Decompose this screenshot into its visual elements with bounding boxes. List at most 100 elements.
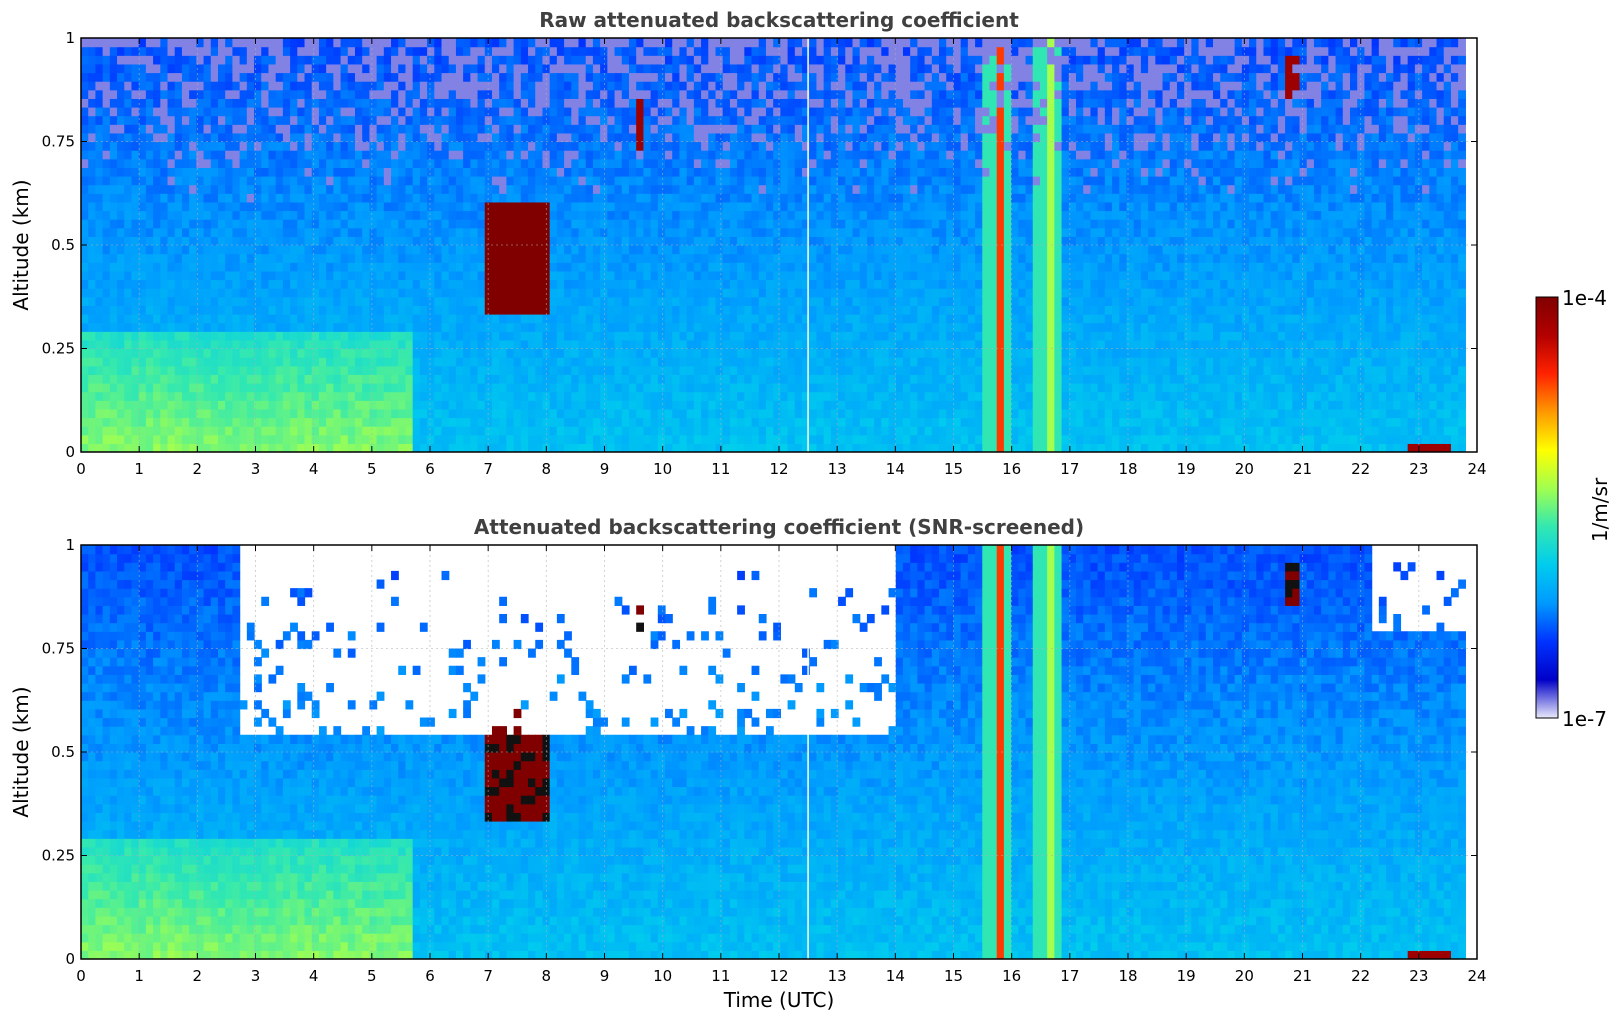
heatmap-cell — [181, 201, 190, 212]
heatmap-cell — [326, 245, 334, 255]
heatmap-cell — [340, 426, 349, 436]
heatmap-cell — [95, 219, 104, 229]
heatmap-cell — [354, 184, 363, 194]
heatmap-cell — [636, 38, 644, 48]
heatmap-cell — [210, 426, 219, 436]
heatmap-cell — [773, 72, 781, 82]
heatmap-cell — [153, 132, 161, 143]
heatmap-cell — [117, 184, 125, 194]
heatmap-cell — [809, 357, 818, 367]
heatmap-cell — [383, 305, 392, 315]
heatmap-cell — [463, 81, 471, 91]
heatmap-cell — [693, 253, 702, 263]
heatmap-cell — [398, 296, 407, 306]
heatmap-cell — [448, 193, 457, 203]
heatmap-cell — [448, 383, 457, 393]
heatmap-cell — [657, 167, 666, 177]
heatmap-cell — [744, 81, 753, 91]
heatmap-cell — [405, 348, 414, 358]
heatmap-cell — [88, 63, 97, 74]
heatmap-cell — [311, 391, 320, 401]
heatmap-cell — [145, 107, 154, 117]
heatmap-cell — [571, 219, 580, 229]
heatmap-cell — [354, 227, 363, 237]
heatmap-cell — [318, 331, 327, 341]
heatmap-cell — [773, 236, 781, 246]
heatmap-cell — [232, 219, 241, 229]
heatmap-cell — [758, 417, 767, 427]
heatmap-cell — [81, 201, 89, 212]
heatmap-cell — [254, 296, 262, 306]
heatmap-cell — [484, 288, 493, 298]
heatmap-cell — [744, 132, 753, 143]
heatmap-cell — [765, 236, 774, 246]
heatmap-cell — [138, 193, 147, 203]
heatmap-cell — [138, 176, 147, 186]
heatmap-cell — [549, 262, 558, 272]
heatmap-cell — [628, 176, 637, 186]
heatmap-cell — [701, 219, 709, 229]
heatmap-cell — [643, 167, 652, 177]
heatmap-cell — [347, 150, 356, 160]
heatmap-cell — [701, 408, 709, 419]
heatmap-cell — [729, 253, 738, 263]
heatmap-cell — [751, 89, 760, 99]
heatmap-cell — [816, 150, 825, 160]
heatmap-cell — [290, 158, 298, 168]
heatmap-cell — [131, 38, 140, 48]
heatmap-cell — [715, 46, 724, 56]
heatmap-cell — [117, 46, 125, 56]
heatmap-cell — [477, 150, 486, 160]
heatmap-cell — [362, 115, 371, 125]
heatmap-cell — [95, 150, 104, 160]
heatmap-cell — [217, 150, 226, 160]
heatmap-cell — [549, 348, 558, 358]
heatmap-cell — [528, 279, 536, 289]
heatmap-cell — [167, 339, 176, 350]
heatmap-cell — [196, 391, 205, 401]
heatmap-cell — [650, 201, 659, 212]
heatmap-cell — [578, 150, 587, 160]
heatmap-cell — [722, 55, 731, 65]
heatmap-cell — [484, 184, 493, 194]
heatmap-cell — [780, 236, 789, 246]
heatmap-cell — [405, 81, 414, 91]
heatmap-cell — [549, 124, 558, 134]
heatmap-cell — [203, 348, 212, 358]
heatmap-cell — [217, 55, 226, 65]
heatmap-cell — [607, 98, 616, 108]
heatmap-cell — [102, 98, 111, 108]
heatmap-cell — [268, 63, 277, 74]
heatmap-cell — [802, 158, 810, 168]
heatmap-cell — [607, 305, 616, 315]
heatmap-cell — [138, 89, 147, 99]
heatmap-cell — [354, 262, 363, 272]
heatmap-cell — [607, 201, 616, 212]
heatmap-cell — [383, 391, 392, 401]
heatmap-cell — [326, 89, 334, 99]
heatmap-cell — [564, 184, 572, 194]
heatmap-cell — [708, 38, 717, 48]
heatmap-cell — [737, 383, 745, 393]
heatmap-cell — [802, 288, 810, 298]
heatmap-cell — [729, 141, 738, 151]
heatmap-cell — [535, 296, 544, 306]
heatmap-cell — [556, 176, 565, 186]
heatmap-cell — [665, 383, 673, 393]
heatmap-cell — [571, 305, 580, 315]
heatmap-cell — [787, 184, 796, 194]
heatmap-cell — [391, 408, 399, 419]
heatmap-cell — [189, 339, 197, 350]
heatmap-cell — [405, 253, 414, 263]
heatmap-cell — [470, 38, 479, 48]
heatmap-cell — [268, 270, 277, 281]
heatmap-cell — [780, 150, 789, 160]
heatmap-cell — [787, 400, 796, 410]
heatmap-cell — [708, 236, 717, 246]
heatmap-cell — [722, 270, 731, 281]
heatmap-cell — [81, 339, 89, 350]
heatmap-cell — [679, 167, 688, 177]
heatmap-cell — [693, 141, 702, 151]
heatmap-cell — [729, 331, 738, 341]
heatmap-cell — [203, 227, 212, 237]
